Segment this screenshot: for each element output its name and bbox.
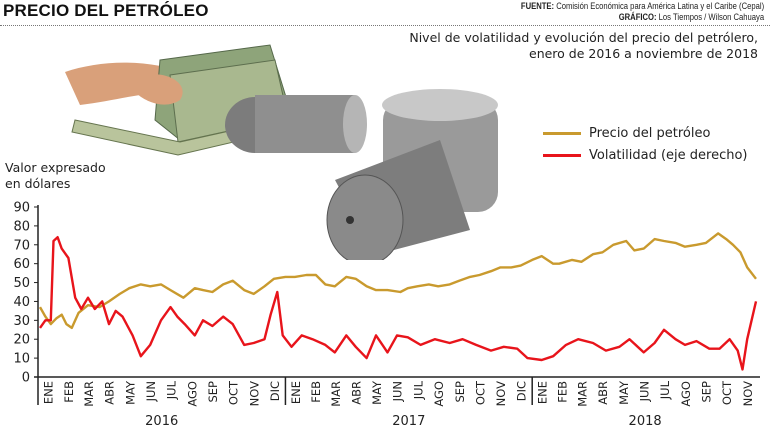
month-tick-label: NOV	[741, 381, 755, 406]
legend-label-volatility: Volatilidad (eje derecho)	[589, 147, 748, 163]
graphic-text: Los Tiempos / Wilson Cahuaya	[658, 12, 764, 22]
month-tick-label: ENE	[536, 381, 550, 404]
month-tick-label: OCT	[227, 380, 241, 405]
month-tick-label: SEP	[700, 381, 714, 403]
page-title: PRECIO DEL PETRÓLEO	[3, 1, 209, 20]
y-tick-label: 50	[13, 276, 30, 291]
month-tick-label: AGO	[432, 381, 446, 407]
year-label: 2017	[392, 414, 425, 429]
month-tick-label: MAY	[617, 380, 631, 405]
month-tick-label: AGO	[185, 381, 199, 407]
y-axis-label: Valor expresado en dólares	[5, 160, 106, 192]
credits: FUENTE: Comisión Económica para América …	[521, 1, 764, 23]
month-tick-label: DIC	[268, 381, 282, 401]
month-tick-label: FEB	[309, 381, 323, 403]
month-tick-label: MAR	[329, 381, 343, 407]
y-tick-label: 30	[13, 314, 30, 329]
graphic-label: GRÁFICO:	[618, 12, 657, 22]
month-tick-label: OCT	[720, 380, 734, 405]
source-text: Comisión Económica para América Latina y…	[556, 1, 764, 11]
month-tick-label: JUL	[658, 380, 672, 400]
subtitle-line-1: Nivel de volatilidad y evolución del pre…	[409, 30, 758, 45]
month-tick-label: NOV	[494, 381, 508, 406]
legend-swatch-volatility	[543, 153, 581, 157]
legend: Precio del petróleo Volatilidad (eje der…	[543, 122, 747, 166]
y-tick-label: 40	[13, 295, 30, 310]
y-tick-label: 0	[22, 371, 30, 386]
month-tick-label: ABR	[103, 381, 117, 405]
month-tick-label: ABR	[596, 381, 610, 405]
year-label: 2016	[145, 414, 178, 429]
subtitle-line-2: enero de 2016 a noviembre de 2018	[529, 46, 758, 61]
source-label: FUENTE:	[520, 1, 554, 11]
chart-subtitle: Nivel de volatilidad y evolución del pre…	[409, 30, 758, 62]
y-tick-label: 20	[13, 333, 30, 348]
illustration	[65, 44, 498, 260]
month-tick-label: ABR	[349, 381, 363, 405]
month-tick-label: JUN	[391, 381, 405, 402]
volatility-line	[39, 235, 758, 371]
y-tick-label: 10	[13, 352, 30, 367]
oil-barrel-icon	[225, 89, 498, 260]
month-tick-label: AGO	[679, 381, 693, 407]
y-axis-label-line-1: Valor expresado	[5, 160, 106, 175]
month-tick-label: MAR	[82, 381, 96, 407]
month-tick-label: JUL	[165, 380, 179, 400]
month-tick-label: MAY	[370, 380, 384, 405]
year-label: 2018	[629, 414, 662, 429]
header-divider	[0, 25, 770, 26]
legend-swatch-price	[543, 131, 581, 135]
month-tick-label: NOV	[247, 381, 261, 406]
month-tick-label: DIC	[515, 381, 529, 401]
month-tick-label: MAR	[576, 381, 590, 407]
y-tick-label: 60	[13, 257, 30, 272]
y-axis-label-line-2: en dólares	[5, 176, 71, 191]
y-tick-label: 80	[13, 219, 30, 234]
y-tick-label: 90	[13, 201, 30, 216]
month-tick-label: MAY	[123, 380, 137, 405]
month-tick-label: JUN	[637, 381, 651, 402]
month-tick-label: OCT	[473, 380, 487, 405]
month-tick-label: JUL	[411, 380, 425, 400]
month-tick-label: JUN	[144, 381, 158, 402]
legend-label-price: Precio del petróleo	[589, 125, 711, 141]
month-tick-label: ENE	[289, 381, 303, 404]
month-tick-label: FEB	[62, 381, 76, 403]
month-tick-label: SEP	[206, 381, 220, 403]
month-tick-label: FEB	[556, 381, 570, 403]
y-tick-label: 70	[13, 238, 30, 253]
month-tick-label: SEP	[453, 381, 467, 403]
legend-item-volatility: Volatilidad (eje derecho)	[543, 144, 747, 166]
price-line	[38, 232, 757, 330]
legend-item-price: Precio del petróleo	[543, 122, 747, 144]
month-tick-label: ENE	[41, 381, 55, 404]
